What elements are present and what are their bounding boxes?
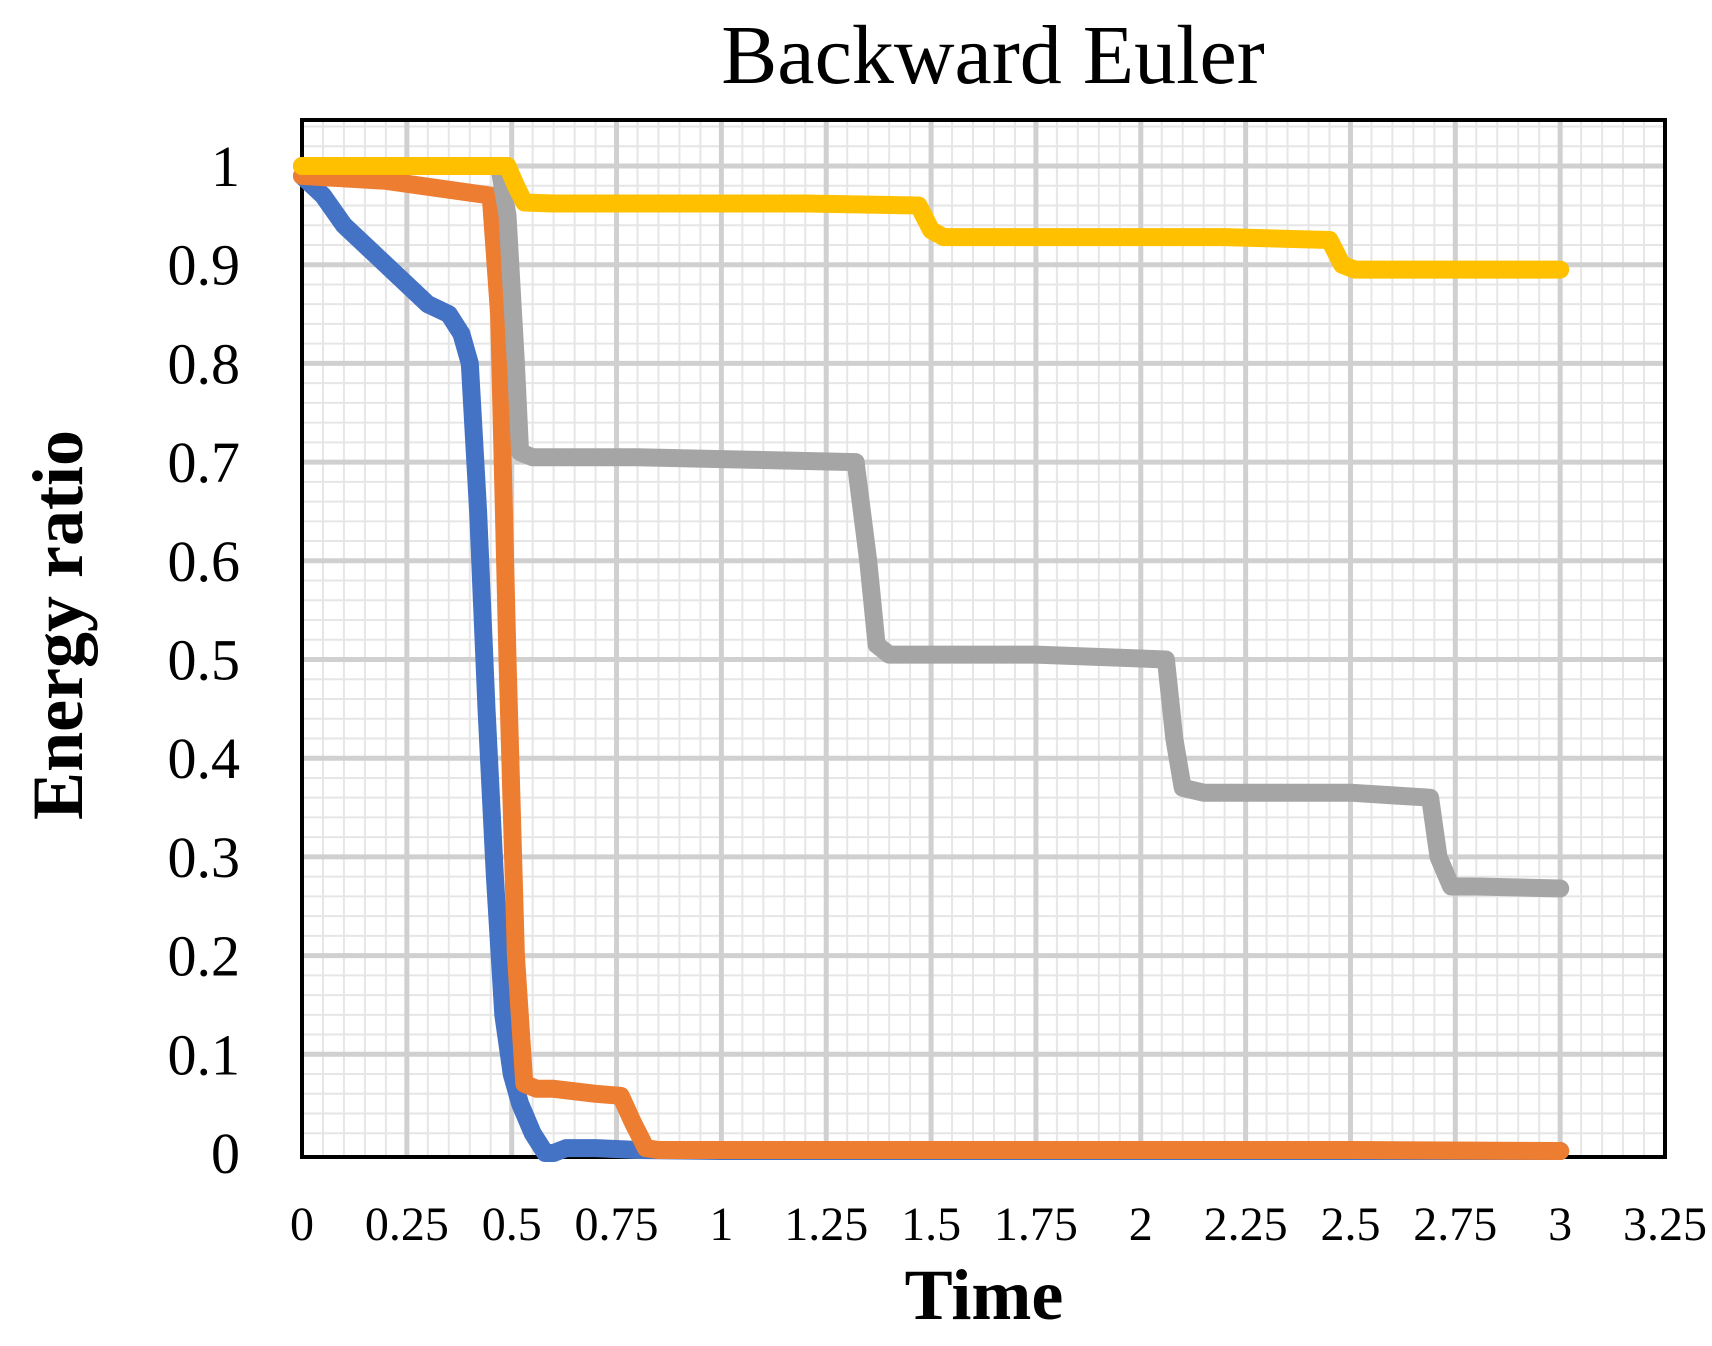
x-tick-label: 2.25: [1204, 1198, 1288, 1251]
x-tick-label: 3: [1548, 1198, 1572, 1251]
x-axis-tick-labels: 0 0.25 0.5 0.75 1 1.25 1.5 1.75 2 2.25 2.5 2.75 3 3.2…: [290, 1198, 1707, 1251]
x-tick-label: 0.75: [575, 1198, 659, 1251]
x-tick-label: 1: [709, 1198, 733, 1251]
x-tick-label: 3.25: [1623, 1198, 1707, 1251]
x-tick-label: 2.75: [1413, 1198, 1497, 1251]
y-tick-label: 0.6: [168, 529, 241, 594]
y-tick-label: 0.5: [168, 628, 241, 693]
y-tick-label: 0.9: [168, 233, 241, 298]
x-tick-label: 1.25: [784, 1198, 868, 1251]
x-tick-label: 0: [290, 1198, 314, 1251]
y-axis-label: Energy ratio: [18, 430, 98, 820]
y-tick-label: 0: [211, 1121, 240, 1186]
series-line-2: [293, 166, 1570, 1160]
x-tick-label: 2.5: [1320, 1198, 1380, 1251]
x-tick-label: 0.25: [365, 1198, 449, 1251]
minor-gridlines: [302, 120, 1665, 1157]
y-tick-label: 1: [211, 134, 240, 199]
x-tick-label: 1.5: [901, 1198, 961, 1251]
y-tick-label: 0.3: [168, 825, 241, 890]
y-tick-label: 0.4: [168, 726, 241, 791]
y-tick-label: 0.7: [168, 430, 241, 495]
y-tick-label: 0.1: [168, 1022, 241, 1087]
chart-title: Backward Euler: [721, 9, 1264, 102]
y-axis-tick-labels: 0 0.1 0.2 0.3 0.4 0.5 0.6 0.7 0.8 0.9 1: [168, 134, 241, 1186]
x-tick-label: 0.5: [482, 1198, 542, 1251]
series-line-3: [293, 157, 1570, 898]
x-axis-label: Time: [905, 1255, 1064, 1335]
y-tick-label: 0.2: [168, 924, 241, 989]
x-tick-label: 1.75: [994, 1198, 1078, 1251]
y-tick-label: 0.8: [168, 331, 241, 396]
series-layer: [293, 157, 1570, 1162]
x-tick-label: 2: [1129, 1198, 1153, 1251]
series-line-4: [293, 157, 1570, 279]
